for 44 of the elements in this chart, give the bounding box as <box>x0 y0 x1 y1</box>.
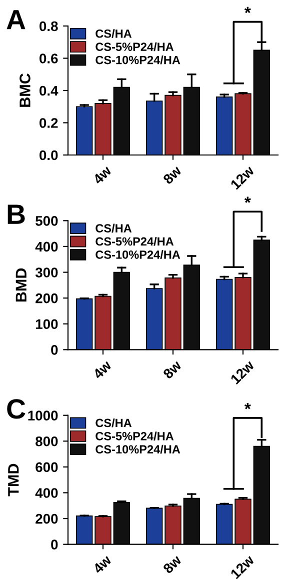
x-tick-label: 8w <box>162 554 182 574</box>
legend-label: CS-5%P24/HA <box>96 432 174 440</box>
y-tick-label: 0 <box>51 345 58 355</box>
x-tick-label: 12w <box>230 360 255 384</box>
x-tick-label: 12w <box>230 164 255 190</box>
y-tick-label: 300 <box>35 268 58 278</box>
x-tick-label: 4w <box>92 554 112 574</box>
y-tick-label: 400 <box>35 242 58 252</box>
y-tick-label: 0.6 <box>40 54 58 64</box>
y-tick-label: 800 <box>36 436 58 446</box>
legend-label: CS/HA <box>96 224 132 233</box>
y-tick-label: 600 <box>36 462 58 472</box>
legend-label: CS-10%P24/HA <box>96 444 180 454</box>
x-tick-label: 8w <box>162 164 182 185</box>
y-tick-label: 200 <box>36 293 58 304</box>
y-tick-label: 0.8 <box>40 21 58 32</box>
legend-label: CS-10%P24/HA <box>96 56 180 64</box>
x-tick-label: 4w <box>92 360 112 380</box>
legend-label: CS/HA <box>96 29 132 38</box>
chart-title: C <box>7 399 26 419</box>
chart-title: B <box>8 204 25 224</box>
y-tick-label: 100 <box>36 319 58 330</box>
y-tick-label: 200 <box>36 514 58 524</box>
text: * <box>244 6 251 14</box>
x-tick-label: 8w <box>162 360 182 380</box>
y-tick-label: 0.0 <box>40 150 58 160</box>
y-axis-title: BMD <box>16 268 26 302</box>
x-tick-label: 4w <box>92 165 112 185</box>
legend-label: CS-10%P24/HA <box>96 250 180 259</box>
y-tick-label: 500 <box>36 216 58 226</box>
y-tick-label: 400 <box>35 488 58 498</box>
y-axis-title: BMC <box>20 74 30 107</box>
chart-title: A <box>6 10 26 30</box>
y-tick-label: 0.4 <box>40 86 58 96</box>
y-tick-label: 0.2 <box>40 118 58 128</box>
legend-label: CS-5%P24/HA <box>96 236 174 246</box>
text: * <box>244 196 251 203</box>
y-tick-label: 1000 <box>28 410 58 421</box>
y-tick-label: 0 <box>51 540 58 550</box>
legend-label: CS/HA <box>96 418 132 428</box>
legend-label: CS-5%P24/HA <box>96 42 174 52</box>
x-tick-label: 12w <box>230 554 255 580</box>
text: * <box>244 402 251 410</box>
y-axis-title: TMD <box>8 464 19 496</box>
